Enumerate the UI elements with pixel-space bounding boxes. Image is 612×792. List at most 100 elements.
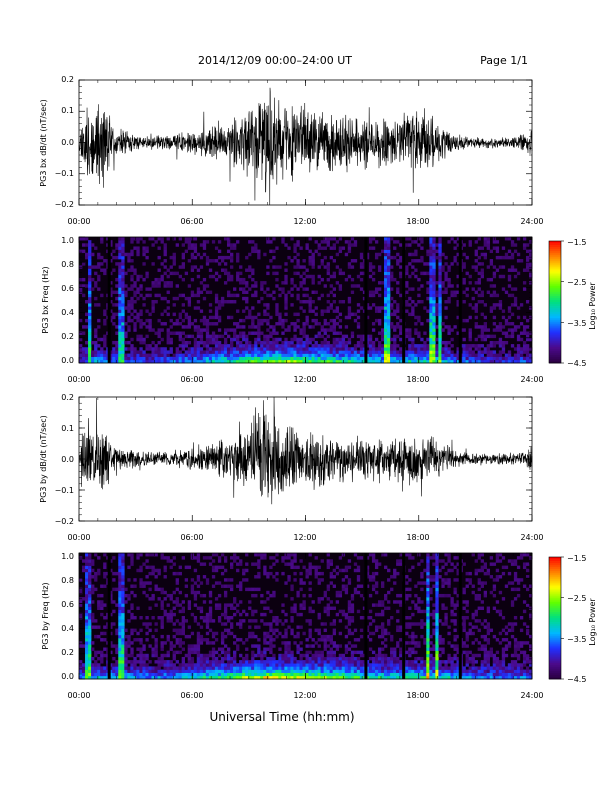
- spectrogram-cell: [223, 350, 228, 354]
- spectrogram-cell: [133, 268, 137, 272]
- colorbar-swatch: [549, 261, 561, 264]
- spectrogram-cell: [281, 571, 285, 576]
- spectrogram-cell: [426, 281, 430, 285]
- spectrogram-cell: [368, 262, 373, 266]
- spectrogram-cell: [368, 306, 373, 310]
- spectrogram-cell: [269, 347, 273, 351]
- spectrogram-cell: [133, 353, 137, 357]
- spectrogram-cell: [305, 268, 309, 272]
- spectrogram-cell: [79, 356, 83, 361]
- spectrogram-cell: [525, 268, 530, 272]
- spectrogram-cell: [272, 328, 276, 332]
- spectrogram-cell: [377, 603, 382, 607]
- spectrogram-cell: [115, 666, 119, 670]
- spectrogram-cell: [438, 296, 442, 301]
- spectrogram-cell: [272, 344, 276, 348]
- spectrogram-cell: [103, 631, 107, 636]
- spectrogram-cell: [100, 350, 104, 354]
- spectrogram-cell: [248, 240, 252, 244]
- spectrogram-cell: [311, 318, 315, 323]
- spectrogram-cell: [121, 568, 125, 573]
- spectrogram-cell: [368, 578, 373, 582]
- spectrogram-cell: [233, 331, 237, 335]
- spectrogram-cell: [124, 334, 128, 339]
- spectrogram-cell: [335, 590, 340, 595]
- spectrogram-cell: [226, 653, 231, 658]
- spectrogram-cell: [205, 656, 210, 661]
- spectrogram-cell: [214, 672, 219, 677]
- spectrogram-cell: [480, 334, 484, 339]
- spectrogram-cell: [374, 309, 379, 313]
- spectrogram-cell: [501, 347, 506, 351]
- spectrogram-cell: [399, 274, 403, 279]
- spectrogram-cell: [82, 249, 86, 254]
- spectrogram-cell: [223, 669, 228, 673]
- spectrogram-cell: [136, 287, 140, 291]
- spectrogram-cell: [411, 259, 415, 263]
- spectrogram-cell: [492, 328, 497, 332]
- spectrogram-cell: [139, 568, 143, 573]
- spectrogram-cell: [377, 562, 382, 566]
- spectrogram-cell: [465, 350, 469, 354]
- spectrogram-cell: [248, 265, 252, 269]
- spectrogram-cell: [266, 660, 270, 664]
- spectrogram-cell: [172, 669, 176, 673]
- spectrogram-cell: [94, 575, 98, 579]
- spectrogram-cell: [477, 293, 481, 298]
- spectrogram-cell: [260, 287, 264, 291]
- spectrogram-cell: [308, 553, 312, 557]
- spectrogram-cell: [465, 353, 469, 357]
- spectrogram-cell: [287, 625, 291, 629]
- spectrogram-cell: [91, 350, 95, 354]
- bx-colorbar: [548, 240, 564, 364]
- spectrogram-cell: [314, 356, 318, 361]
- spectrogram-cell: [477, 353, 481, 357]
- spectrogram-cell: [275, 578, 279, 582]
- spectrogram-cell: [184, 359, 189, 364]
- spectrogram-cell: [112, 587, 116, 592]
- spectrogram-cell: [88, 650, 92, 655]
- spectrogram-cell: [278, 337, 282, 342]
- spectrogram-cell: [356, 609, 361, 614]
- spectrogram-cell: [423, 356, 427, 361]
- spectrogram-cell: [305, 675, 309, 680]
- spectrogram-cell: [94, 653, 98, 658]
- spectrogram-cell: [480, 331, 484, 335]
- spectrogram-cell: [525, 356, 530, 361]
- spectrogram-cell: [263, 553, 267, 557]
- spectrogram-cell: [329, 237, 333, 241]
- spectrogram-cell: [359, 616, 364, 620]
- spectrogram-cell: [317, 656, 321, 661]
- spectrogram-cell: [329, 672, 333, 677]
- spectrogram-cell: [139, 616, 143, 620]
- spectrogram-cell: [127, 609, 131, 614]
- spectrogram-cell: [374, 290, 379, 294]
- spectrogram-cell: [432, 334, 436, 339]
- spectrogram-cell: [371, 347, 376, 351]
- spectrogram-cell: [230, 328, 234, 332]
- spectrogram-cell: [516, 271, 521, 276]
- spectrogram-cell: [341, 347, 346, 351]
- spectrogram-cell: [308, 622, 312, 626]
- spectrogram-cell: [507, 268, 512, 272]
- spectrogram-cell: [88, 271, 92, 276]
- spectrogram-cell: [257, 660, 261, 664]
- spectrogram-cell: [127, 300, 131, 304]
- spectrogram-cell: [365, 359, 370, 364]
- spectrogram-cell: [220, 634, 225, 639]
- spectrogram-cell: [284, 641, 288, 645]
- spectrogram-cell: [202, 359, 207, 364]
- spectrogram-cell: [498, 356, 503, 361]
- spectrogram-cell: [242, 359, 246, 364]
- spectrogram-cell: [121, 650, 125, 655]
- spectrogram-cell: [79, 359, 83, 364]
- spectrogram-cell: [154, 672, 158, 677]
- spectrogram-cell: [169, 616, 173, 620]
- spectrogram-cell: [326, 562, 330, 566]
- spectrogram-cell: [278, 660, 282, 664]
- spectrogram-cell: [248, 252, 252, 257]
- spectrogram-cell: [245, 647, 249, 651]
- spectrogram-cell: [121, 290, 125, 294]
- spectrogram-cell: [492, 315, 497, 320]
- spectrogram-cell: [480, 252, 484, 257]
